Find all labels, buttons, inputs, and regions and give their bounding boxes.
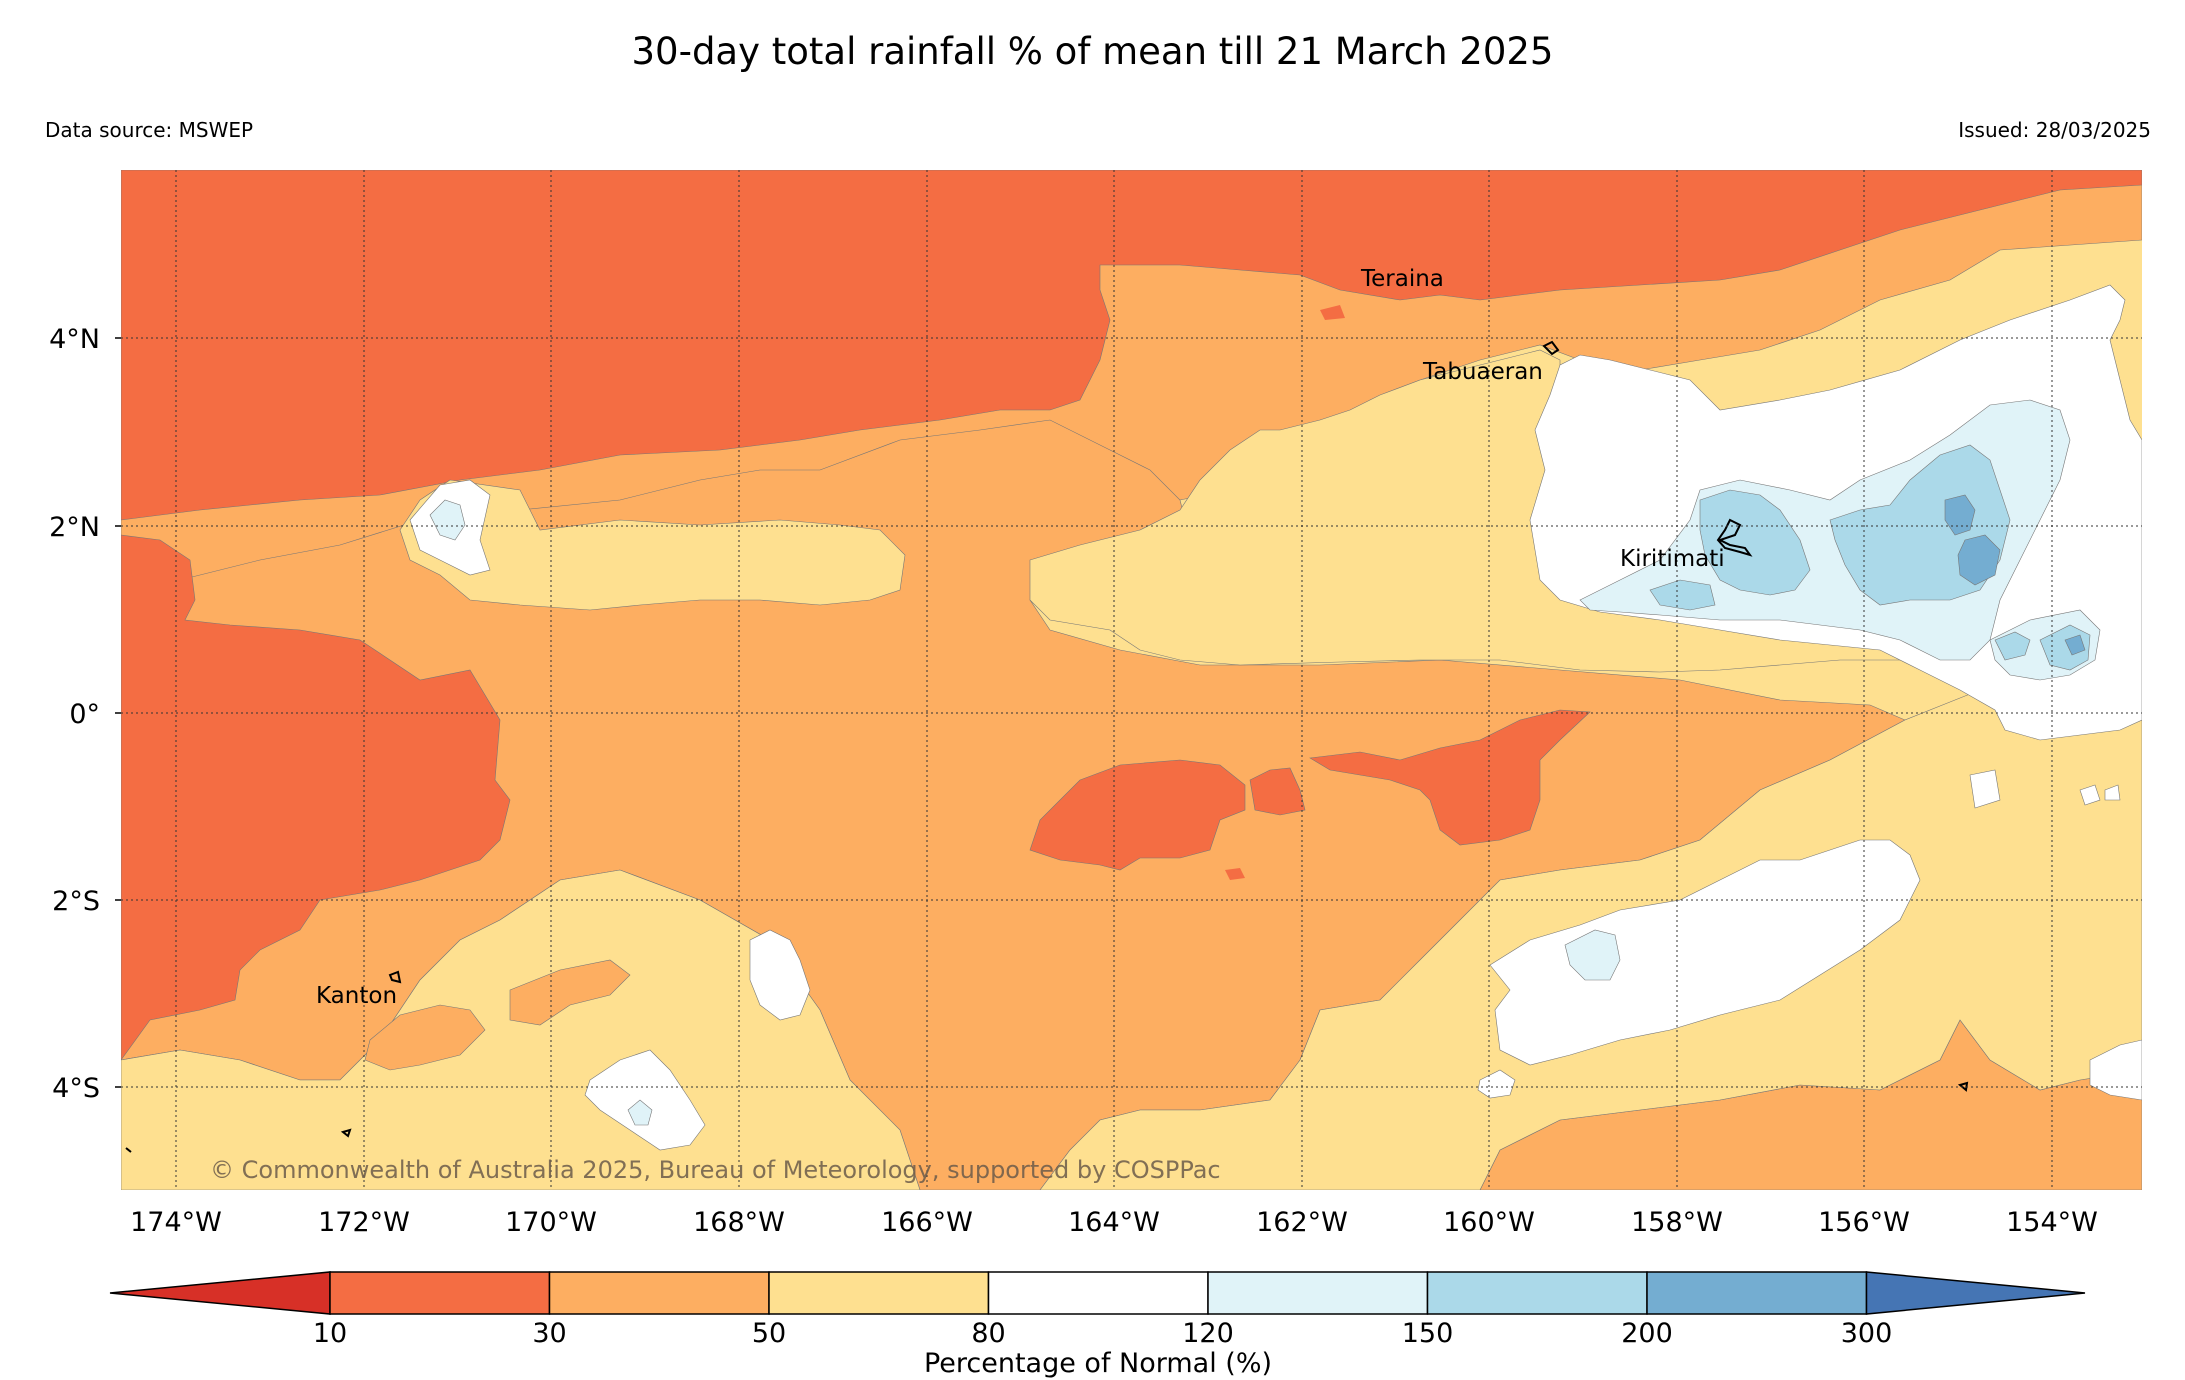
- colorbar-bin-50-80: [768, 1271, 990, 1315]
- colorbar-tick-30: 30: [532, 1318, 566, 1349]
- lon-label-164w: 164°W: [1068, 1207, 1160, 1238]
- lon-label-156w: 156°W: [1818, 1207, 1910, 1238]
- field-50-80-kanton-orange: [364, 1004, 486, 1071]
- lat-label-4s: 4°S: [52, 1073, 100, 1104]
- colorbar-tick-50: 50: [752, 1318, 786, 1349]
- coastline-kanton: [388, 970, 402, 984]
- field-10-30-speck-b: [1320, 305, 1345, 320]
- field-120-150-west: [429, 499, 466, 541]
- issued-date: Issued: 28/03/2025: [1958, 118, 2151, 142]
- colorbar-extend-low: [109, 1271, 331, 1315]
- field-80-120-south-east: [1489, 839, 1921, 1066]
- coastline-tabuaeran: [1542, 340, 1560, 356]
- field-200-300-b: [1957, 534, 2001, 586]
- field-10-30-speck-a: [1225, 868, 1245, 880]
- lon-label-162w: 162°W: [1256, 1207, 1348, 1238]
- field-80-120-south-b: [584, 1049, 706, 1151]
- field-80-120-sw-speck: [1477, 1069, 1516, 1099]
- lon-label-166w: 166°W: [881, 1207, 973, 1238]
- colorbar-tick-300: 300: [1841, 1318, 1893, 1349]
- gridlines: [121, 170, 2142, 1190]
- colorbar-bin-120-150: [1207, 1271, 1429, 1315]
- rainfall-field: [121, 170, 2142, 1190]
- data-source: Data source: MSWEP: [45, 118, 254, 142]
- lon-label-170w: 170°W: [505, 1207, 597, 1238]
- colorbar-extend-high: [1865, 1271, 2086, 1315]
- lon-label-172w: 172°W: [318, 1207, 410, 1238]
- colorbar-label: Percentage of Normal (%): [924, 1348, 1272, 1379]
- field-80-120-east-specks: [1969, 769, 2121, 809]
- lat-label-2s: 2°S: [52, 886, 100, 917]
- place-label-kanton: Kanton: [316, 983, 397, 1009]
- place-label-teraina: Teraina: [1360, 266, 1444, 292]
- field-200-300-c: [2064, 634, 2086, 656]
- map-title: 30-day total rainfall % of mean till 21 …: [631, 30, 1554, 73]
- tick-marks: [115, 337, 121, 1088]
- field-120-150-south: [1564, 929, 1621, 981]
- field-150-200-west-k: [1649, 579, 1716, 611]
- colorbar: [109, 1271, 2086, 1315]
- field-80-120-east-edge: [2089, 1039, 2142, 1101]
- coastline-kiritimati: [1716, 518, 1753, 557]
- colorbar-tick-10: 10: [313, 1318, 347, 1349]
- field-50-80-north-band: [399, 479, 906, 611]
- colorbar-bin-200-300: [1646, 1271, 1868, 1315]
- field-150-200-east-c: [1994, 631, 2031, 661]
- lon-label-168w: 168°W: [693, 1207, 785, 1238]
- field-200-300-a: [1944, 494, 1976, 536]
- field-120-150-south-b: [627, 1099, 653, 1126]
- field-10-30-northwest: [121, 170, 2142, 521]
- lon-label-158w: 158°W: [1631, 1207, 1723, 1238]
- place-label-tabuaeran: Tabuaeran: [1422, 359, 1543, 385]
- field-10-30-central-c: [1309, 709, 1591, 846]
- lat-label-2n: 2°N: [49, 512, 100, 543]
- colorbar-bin-80-120: [987, 1271, 1209, 1315]
- field-80-120-south-a: [749, 929, 811, 1021]
- colorbar-tick-150: 150: [1402, 1318, 1454, 1349]
- field-10-30-central-a: [1029, 759, 1246, 871]
- lon-label-160w: 160°W: [1443, 1207, 1535, 1238]
- place-label-kiritimati: Kiritimati: [1620, 546, 1725, 572]
- field-50-80-south: [121, 869, 921, 1190]
- lon-label-154w: 154°W: [2006, 1207, 2098, 1238]
- colorbar-bin-150-200: [1426, 1271, 1648, 1315]
- colorbar-tick-80: 80: [971, 1318, 1005, 1349]
- field-10-30-west: [121, 534, 511, 1061]
- field-150-200-kiritimati: [1699, 489, 1811, 596]
- field-50-80-kanton-orange-b: [509, 959, 631, 1026]
- colorbar-bin-10-30: [329, 1271, 551, 1315]
- colorbar-tick-120: 120: [1182, 1318, 1234, 1349]
- colorbar-tick-200: 200: [1621, 1318, 1673, 1349]
- lat-label-4n: 4°N: [49, 324, 100, 355]
- lon-label-174w: 174°W: [130, 1207, 222, 1238]
- copyright-notice: © Commonwealth of Australia 2025, Bureau…: [210, 1156, 1221, 1184]
- lat-label-0: 0°: [69, 699, 100, 730]
- colorbar-bin-30-50: [548, 1271, 770, 1315]
